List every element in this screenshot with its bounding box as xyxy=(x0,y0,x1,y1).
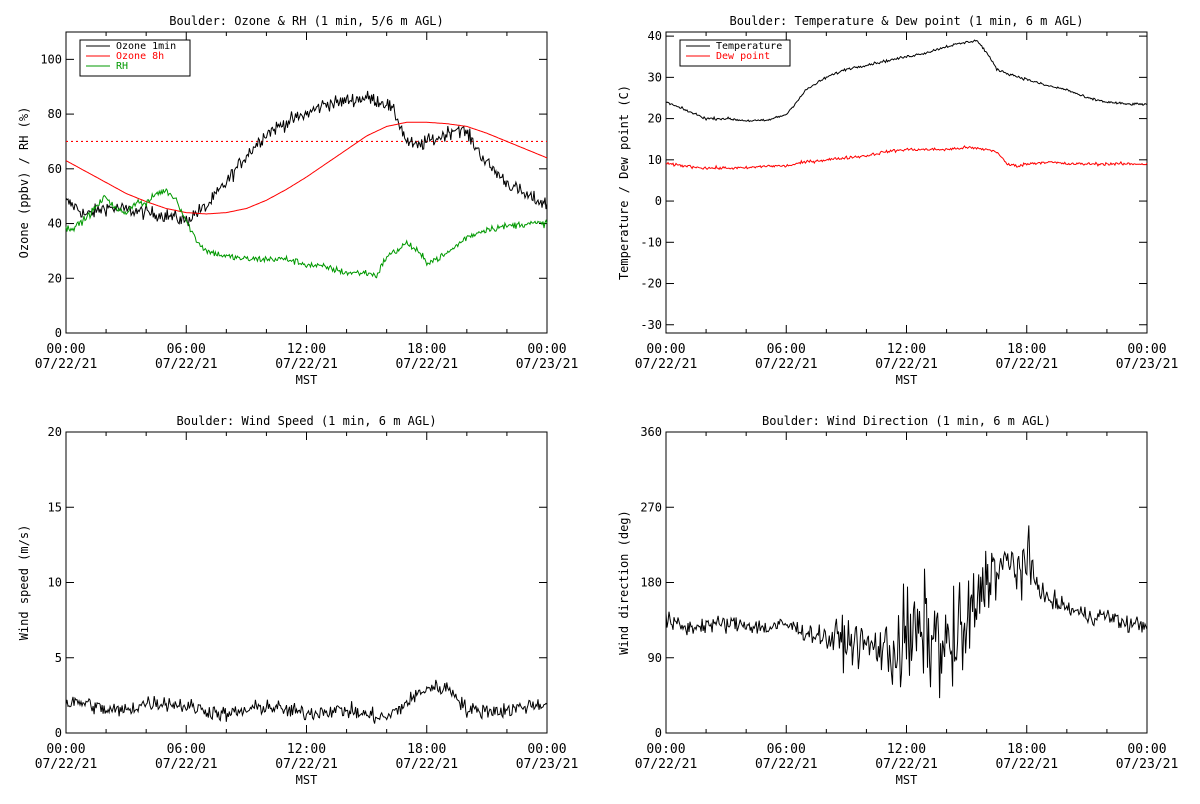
chart-panel-2: Boulder: Temperature & Dew point (1 min,… xyxy=(617,14,1178,387)
series-line-1 xyxy=(665,525,1148,699)
x-tick-label-time: 00:00 xyxy=(646,742,685,757)
y-tick-label: 30 xyxy=(648,70,662,84)
chart-panel-3: Boulder: Wind Speed (1 min, 6 m AGL) 0 5 10… xyxy=(17,414,578,787)
x-tick-label-time: 00:00 xyxy=(46,742,85,757)
x-tick-label-date: 07/23/21 xyxy=(1116,757,1179,772)
x-tick-label-time: 12:00 xyxy=(887,742,926,757)
y-tick-label: 180 xyxy=(640,576,662,590)
x-tick-label-date: 07/22/21 xyxy=(275,757,338,772)
x-tick-label-time: 18:00 xyxy=(1007,742,1046,757)
y-tick-label: 60 xyxy=(48,162,62,176)
legend-label: Temperature xyxy=(716,41,782,52)
x-axis-label: MST xyxy=(296,773,318,787)
series-line-1 xyxy=(665,39,1148,123)
x-tick-label-time: 12:00 xyxy=(287,742,326,757)
plot-frame xyxy=(665,31,1148,334)
x-tick-label-date: 07/22/21 xyxy=(635,357,698,372)
x-tick-label-date: 07/22/21 xyxy=(995,757,1058,772)
x-tick-label-date: 07/22/21 xyxy=(755,357,818,372)
x-tick-label-time: 00:00 xyxy=(1127,742,1166,757)
y-tick-label: 40 xyxy=(48,217,62,231)
x-tick-label-time: 00:00 xyxy=(527,342,566,357)
x-tick-label-time: 06:00 xyxy=(767,742,806,757)
x-tick-label-time: 06:00 xyxy=(167,742,206,757)
x-tick-label-time: 06:00 xyxy=(167,342,206,357)
chart-title: Boulder: Temperature & Dew point (1 min,… xyxy=(729,14,1083,28)
y-tick-label: 90 xyxy=(648,651,662,665)
y-axis-label: Wind speed (m/s) xyxy=(17,525,31,641)
x-tick-label-time: 18:00 xyxy=(407,742,446,757)
plot-frame xyxy=(665,431,1148,734)
chart-title: Boulder: Wind Direction (1 min, 6 m AGL) xyxy=(762,414,1051,428)
legend-label: RH xyxy=(116,61,128,72)
x-axis-label: MST xyxy=(296,373,318,387)
series-line-2 xyxy=(665,145,1148,171)
x-tick-label-time: 18:00 xyxy=(407,342,446,357)
y-tick-label: 40 xyxy=(648,29,662,43)
y-tick-label: 100 xyxy=(40,52,62,66)
x-axis-label: MST xyxy=(896,373,918,387)
y-tick-label: 20 xyxy=(48,425,62,439)
x-tick-label-time: 00:00 xyxy=(646,342,685,357)
x-tick-label-date: 07/22/21 xyxy=(275,357,338,372)
x-tick-label-date: 07/22/21 xyxy=(155,757,218,772)
y-tick-label: -10 xyxy=(640,235,662,249)
legend-label: Ozone 8h xyxy=(116,51,164,62)
y-tick-label: 0 xyxy=(55,326,62,340)
legend-box xyxy=(679,39,791,67)
y-tick-label: 20 xyxy=(48,271,62,285)
y-tick-label: 20 xyxy=(648,112,662,126)
y-tick-label: 360 xyxy=(640,425,662,439)
x-tick-label-time: 18:00 xyxy=(1007,342,1046,357)
plot-frame xyxy=(65,31,548,334)
y-axis-label: Ozone (ppbv) / RH (%) xyxy=(17,107,31,259)
x-tick-label-time: 12:00 xyxy=(287,342,326,357)
legend-label: Ozone 1min xyxy=(116,41,176,52)
y-tick-label: 0 xyxy=(55,726,62,740)
y-tick-label: -20 xyxy=(640,277,662,291)
series-line-3 xyxy=(65,188,548,279)
chart-title: Boulder: Wind Speed (1 min, 6 m AGL) xyxy=(176,414,436,428)
x-tick-label-time: 00:00 xyxy=(1127,342,1166,357)
x-tick-label-date: 07/22/21 xyxy=(35,357,98,372)
x-tick-label-date: 07/22/21 xyxy=(875,357,938,372)
y-tick-label: 80 xyxy=(48,107,62,121)
y-tick-label: -30 xyxy=(640,318,662,332)
x-tick-label-date: 07/23/21 xyxy=(516,757,579,772)
series-line-1 xyxy=(65,679,548,724)
x-tick-label-date: 07/23/21 xyxy=(1116,357,1179,372)
chart-panel-1: Boulder: Ozone & RH (1 min, 5/6 m AGL) 0 2… xyxy=(17,14,578,387)
series-line-1 xyxy=(65,90,548,227)
y-axis-label: Temperature / Dew point (C) xyxy=(617,85,631,280)
chart-title: Boulder: Ozone & RH (1 min, 5/6 m AGL) xyxy=(169,14,444,28)
x-tick-label-time: 00:00 xyxy=(527,742,566,757)
y-tick-label: 5 xyxy=(55,651,62,665)
chart-panel-4: Boulder: Wind Direction (1 min, 6 m AGL)… xyxy=(617,414,1178,787)
x-tick-label-date: 07/22/21 xyxy=(875,757,938,772)
x-tick-label-date: 07/22/21 xyxy=(395,757,458,772)
x-axis-label: MST xyxy=(896,773,918,787)
y-axis-label: Wind direction (deg) xyxy=(617,510,631,655)
x-tick-label-date: 07/22/21 xyxy=(155,357,218,372)
x-tick-label-date: 07/23/21 xyxy=(516,357,579,372)
x-tick-label-time: 00:00 xyxy=(46,342,85,357)
y-tick-label: 10 xyxy=(48,576,62,590)
y-tick-label: 15 xyxy=(48,500,62,514)
y-tick-label: 270 xyxy=(640,500,662,514)
y-tick-label: 0 xyxy=(655,194,662,208)
x-tick-label-time: 12:00 xyxy=(887,342,926,357)
x-tick-label-time: 06:00 xyxy=(767,342,806,357)
x-tick-label-date: 07/22/21 xyxy=(755,757,818,772)
legend-label: Dew point xyxy=(716,51,770,62)
plot-frame xyxy=(65,431,548,734)
x-tick-label-date: 07/22/21 xyxy=(395,357,458,372)
y-tick-label: 10 xyxy=(648,153,662,167)
x-tick-label-date: 07/22/21 xyxy=(635,757,698,772)
y-tick-label: 0 xyxy=(655,726,662,740)
x-tick-label-date: 07/22/21 xyxy=(35,757,98,772)
x-tick-label-date: 07/22/21 xyxy=(995,357,1058,372)
series-line-2 xyxy=(65,121,548,215)
